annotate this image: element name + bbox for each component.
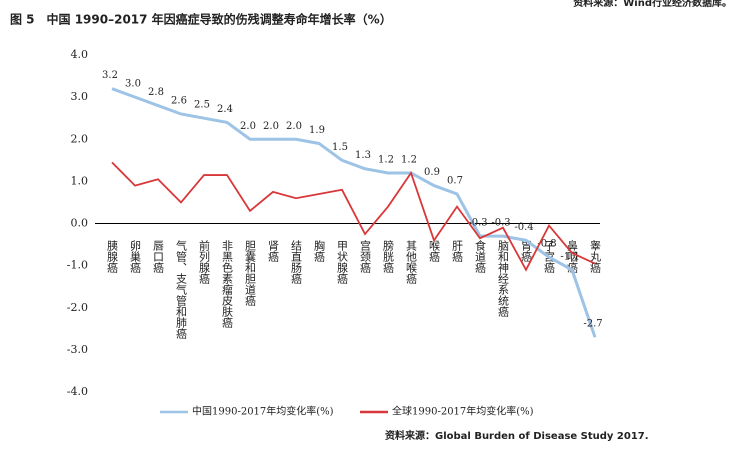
legend-label: 中国1990-2017年均变化率(%) (192, 405, 334, 418)
data-label: -0.3 (468, 218, 487, 229)
y-tick-label: -1.0 (67, 259, 88, 272)
data-label: 1.2 (378, 154, 394, 165)
data-label: 3.0 (125, 79, 141, 90)
x-tick-label: 肾癌 (267, 240, 280, 263)
x-tick-label: 卵巢癌 (129, 240, 142, 274)
x-tick-label: 其他喉癌 (405, 240, 418, 285)
y-tick-label: 3.0 (71, 90, 89, 103)
data-label: 2.0 (286, 121, 302, 132)
y-tick-label: 2.0 (71, 132, 89, 145)
source-top: 资料来源：Wind行业经济数据库。 (573, 0, 732, 9)
data-label: -0.3 (491, 218, 510, 229)
x-tick-label: 气管、支气管和肺癌 (175, 239, 188, 340)
x-tick-label: 宫颈癌 (359, 239, 372, 274)
data-label: 2.8 (148, 87, 164, 98)
chart-title: 图 5 中国 1990–2017 年因癌症导致的伤残调整寿命年增长率（%） (10, 12, 392, 27)
x-tick-label: 前列腺癌 (198, 239, 211, 285)
data-label: 2.0 (240, 121, 256, 132)
x-tick-label: 胸癌 (313, 239, 326, 263)
y-tick-label: -2.0 (67, 301, 88, 314)
source: 资料来源：Global Burden of Disease Study 2017… (385, 429, 649, 442)
y-tick-label: 1.0 (71, 174, 89, 187)
line (111, 161, 596, 272)
x-tick-label: 食道癌 (474, 239, 487, 274)
data-label: -0.4 (514, 222, 533, 233)
data-label: 2.6 (171, 95, 187, 106)
data-label: 3.2 (102, 70, 118, 81)
legend-label: 全球1990-2017年均变化率(%) (392, 405, 534, 418)
x-tick-label: 肝癌 (451, 240, 464, 263)
line (111, 87, 597, 338)
y-tick-label: 0.0 (71, 217, 89, 230)
data-label: 1.5 (332, 142, 348, 153)
x-tick-label: 胆囊和胆道癌 (244, 240, 257, 307)
y-tick-label: -3.0 (67, 343, 88, 356)
y-tick-label: -4.0 (67, 385, 88, 398)
data-label: 2.5 (194, 100, 210, 111)
data-label: 0.7 (447, 176, 463, 187)
data-label: -2.7 (583, 319, 602, 330)
x-tick-label: 结直肠癌 (290, 240, 303, 285)
data-label: 0.9 (424, 167, 440, 178)
x-tick-label: 睾丸癌 (589, 239, 602, 274)
data-label: 1.9 (309, 125, 325, 136)
x-tick-label: 喉癌 (428, 240, 441, 263)
x-tick-label: 胃癌 (520, 240, 533, 263)
data-label: 1.3 (355, 150, 371, 161)
data-label: 1.2 (401, 154, 417, 165)
data-label: 2.0 (263, 121, 279, 132)
x-tick-label: 胰腺癌 (106, 239, 119, 274)
data-label: 2.4 (217, 104, 233, 115)
x-tick-label: 甲状腺癌 (336, 240, 349, 285)
x-tick-label: 唇口癌 (152, 240, 165, 274)
x-tick-label: 脑和神经系统癌 (497, 240, 510, 318)
y-tick-label: 4.0 (71, 48, 89, 61)
x-tick-label: 鼻咽癌 (566, 239, 579, 274)
data-label: -1.1 (560, 251, 579, 262)
x-tick-label: 非黑色素瘤皮肤癌 (221, 240, 234, 329)
x-tick-label: 膀胱癌 (382, 239, 395, 274)
data-label: -0.8 (537, 239, 556, 250)
